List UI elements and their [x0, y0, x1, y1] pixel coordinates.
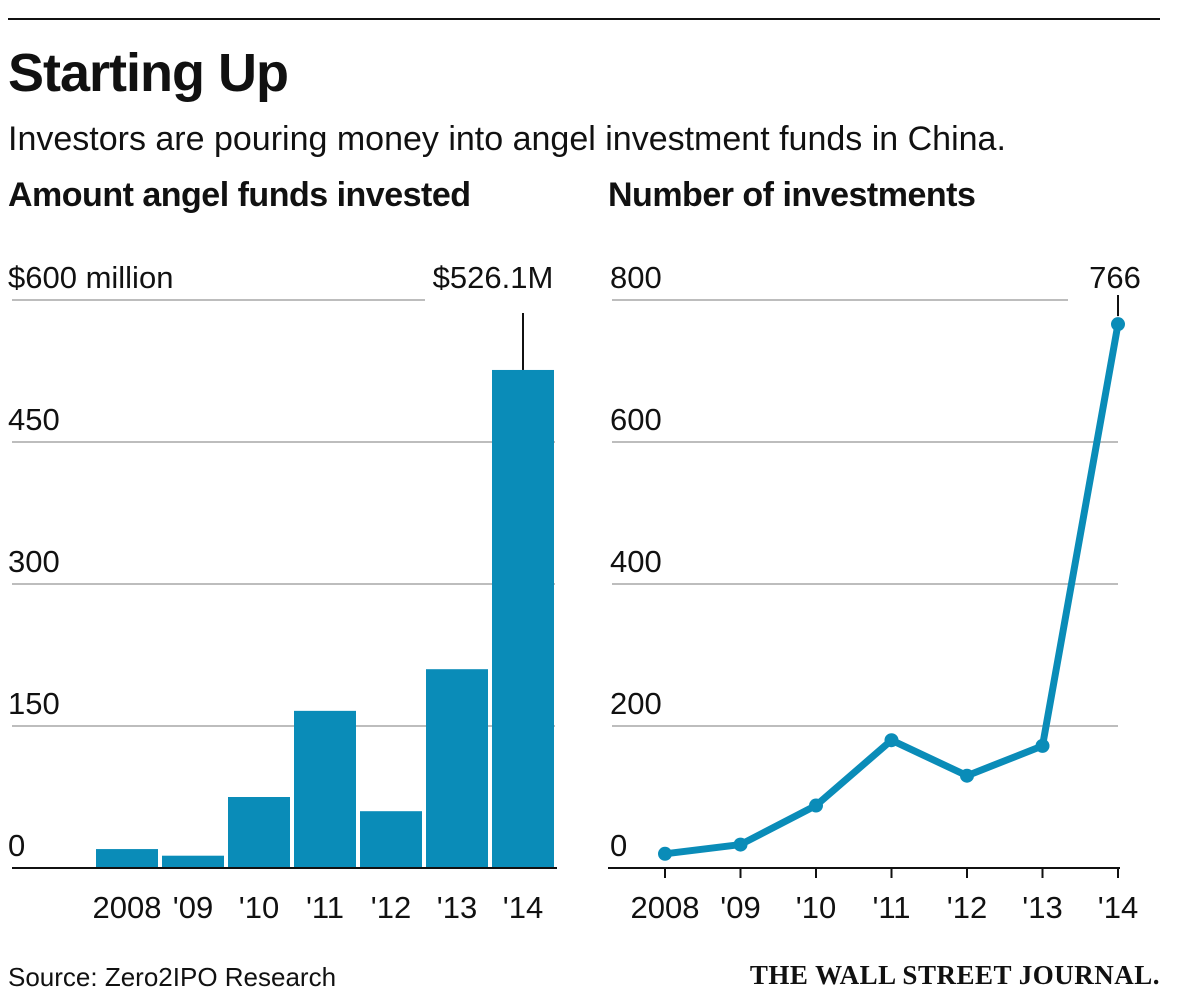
- bar-y-tick-label: 150: [8, 686, 60, 721]
- bar: [162, 855, 224, 868]
- bar-y-tick-label: 0: [8, 828, 25, 863]
- line-point: [960, 768, 974, 783]
- bar: [96, 849, 158, 868]
- bar-x-tick-label: '10: [239, 890, 279, 925]
- line-point: [884, 733, 899, 748]
- bar-x-tick-label: '12: [371, 890, 411, 925]
- bar: [294, 710, 356, 868]
- bar-x-tick-label: '13: [437, 890, 477, 925]
- line-x-tick-label: '12: [947, 890, 987, 925]
- bar-x-tick-label: '11: [306, 890, 344, 925]
- line-chart-title: Number of investments: [608, 176, 976, 214]
- bar-x-tick-label: '09: [173, 890, 213, 925]
- bar-y-tick-label: $600 million: [8, 260, 173, 295]
- line-x-tick-label: '09: [720, 890, 760, 925]
- line-y-tick-label: 0: [610, 828, 627, 863]
- bar: [360, 811, 422, 868]
- chart-subtitle: Investors are pouring money into angel i…: [8, 120, 1006, 158]
- line-annotation-label: 766: [1089, 260, 1141, 295]
- bar: [492, 369, 554, 868]
- source-note: Source: Zero2IPO Research: [8, 962, 337, 992]
- line-y-tick-label: 600: [610, 402, 662, 437]
- publisher-logo: THE WALL STREET JOURNAL.: [749, 960, 1160, 990]
- line-x-tick-label: '10: [796, 890, 836, 925]
- chart-title: Starting Up: [8, 43, 289, 103]
- line-point: [658, 846, 672, 861]
- bar-x-tick-label: '14: [503, 890, 543, 925]
- line-x-tick-label: 2008: [631, 890, 700, 925]
- line-y-tick-label: 200: [610, 686, 662, 721]
- line-point: [1035, 738, 1050, 753]
- bar-annotation-label: $526.1M: [433, 260, 554, 295]
- line-y-tick-label: 800: [610, 260, 662, 295]
- line-point: [809, 798, 823, 813]
- bar-x-tick-label: 2008: [93, 890, 162, 925]
- bar: [228, 797, 290, 868]
- line-point: [733, 837, 748, 852]
- bar-y-tick-label: 450: [8, 402, 60, 437]
- bar: [426, 669, 488, 868]
- line-x-tick-label: '13: [1022, 890, 1062, 925]
- line-series: [661, 320, 1122, 858]
- top-rule: [8, 18, 1160, 20]
- bar-y-tick-label: 300: [8, 544, 60, 579]
- line-x-tick-label: '14: [1098, 890, 1138, 925]
- line-x-tick-label: '11: [872, 890, 910, 925]
- line-point: [1111, 317, 1125, 332]
- bar-chart-title: Amount angel funds invested: [8, 176, 471, 214]
- line-y-tick-label: 400: [610, 544, 662, 579]
